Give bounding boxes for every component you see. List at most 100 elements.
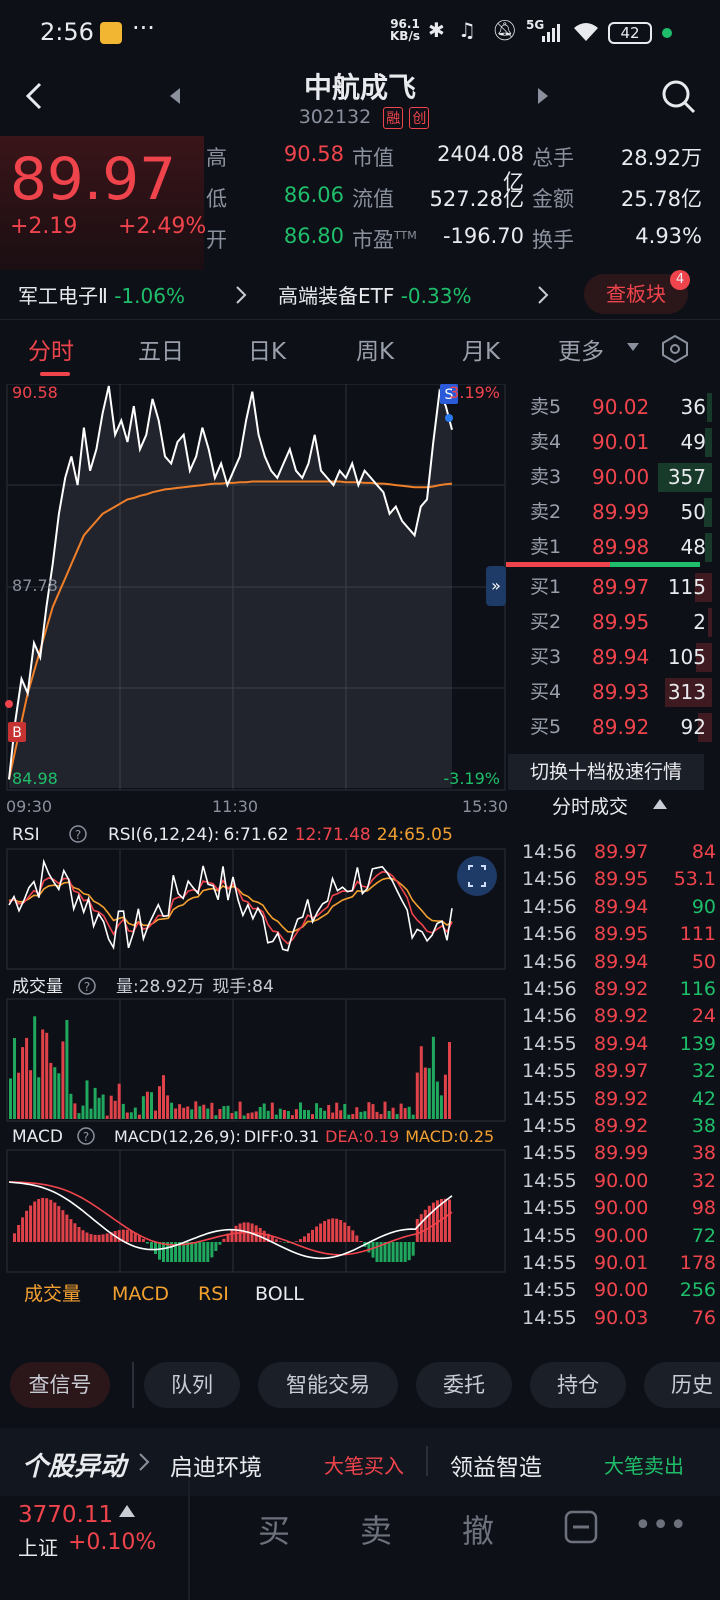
next-stock-icon[interactable] [536,86,550,106]
tab-2[interactable]: 日K [248,339,287,365]
chevron-right-icon[interactable] [138,1452,150,1472]
volume-bar [41,1029,45,1119]
macd-bar [93,1234,97,1242]
help-icon[interactable] [69,825,87,843]
chevron-right-icon[interactable] [234,284,248,306]
back-icon[interactable] [22,80,46,112]
expand-orderbook-button[interactable] [486,566,506,606]
ind-tab-boll[interactable]: BOLL [255,1283,304,1304]
action-positions[interactable]: 持仓 [530,1362,626,1408]
ask-row[interactable]: 卖1 89.98 48 [516,530,720,565]
volume-bar [266,1110,270,1119]
ind-tab-macd[interactable]: MACD [112,1283,169,1304]
volume-bar [129,1112,133,1119]
volume-bar [97,1097,101,1119]
dropdown-icon[interactable] [626,342,640,352]
bid-row[interactable]: 买3 89.94 105 [516,640,720,675]
action-smart-trade[interactable]: 智能交易 [258,1362,398,1408]
macd-bar [37,1199,41,1242]
cancel-button[interactable]: 撤 [462,1512,495,1550]
tick-row: 14:56 89.94 90 [522,895,716,918]
macd-bar [210,1242,214,1258]
pct-high-label: 3.19% [449,384,500,402]
bid-row[interactable]: 买4 89.93 313 [516,675,720,710]
macd-title: MACD [12,1127,63,1147]
volume-bar [238,1101,242,1119]
double-chevron-icon[interactable]: » [491,576,501,595]
stock-name: 中航成飞 [303,71,416,104]
volume-info: 量:28.92万 现手:84 [116,977,274,997]
settings-icon[interactable] [660,334,690,364]
macd-bar [395,1242,399,1262]
switch-level10-button[interactable]: 切换十档极速行情 [508,754,704,790]
sell-button[interactable]: 卖 [360,1512,393,1550]
help-icon[interactable] [77,1127,95,1145]
mute-icon: 🔕︎ [492,18,518,42]
macd-bar [13,1233,16,1242]
macd-bar [33,1201,37,1242]
macd-bar [206,1242,210,1262]
price-line [8,385,453,780]
ind-tab-rsi[interactable]: RSI [198,1283,229,1304]
bluetooth-icon: ✱ [428,18,445,42]
ind-tab-volume[interactable]: 成交量 [24,1283,81,1304]
more-icon[interactable]: ••• [634,1508,688,1543]
bid-row[interactable]: 买1 89.97 115 [516,570,720,605]
action-orders[interactable]: 委托 [416,1362,512,1408]
bid-row[interactable]: 买5 89.92 92 [516,710,720,745]
tab-4[interactable]: 月K [462,339,501,365]
chevron-right-icon[interactable] [536,284,550,306]
stat-value: 28.92万 [620,146,702,170]
stat-label: 市值 [352,146,394,170]
sector-1[interactable]: 军工电子Ⅱ -1.06% [18,284,185,308]
sector-2[interactable]: 高端装备ETF -0.33% [278,284,472,308]
macd-bar [339,1220,343,1242]
alert-item-2[interactable]: 领益智造 [450,1455,542,1481]
tab-3[interactable]: 周K [356,339,395,365]
current-price: 89.97 [10,145,177,213]
volume-bar [210,1102,214,1119]
tab-1[interactable]: 五日 [138,339,184,365]
stock-alert-bar[interactable]: 个股异动 启迪环境 大笔买入 领益智造 大笔卖出 [0,1428,720,1496]
macd-bar [154,1242,157,1254]
ask-row[interactable]: 卖4 90.01 49 [516,425,720,460]
volume-bar [383,1101,387,1119]
macd-bar [415,1219,419,1242]
tab-0[interactable]: 分时 [28,339,74,365]
stat-row: 高 90.58 市值 2404.08亿 总手 28.92万 [206,142,720,194]
ask-volume-bar [707,393,712,422]
volume-bar [343,1104,347,1119]
bid-row[interactable]: 买2 89.95 2 [516,605,720,640]
bid-volume-bar [698,713,712,742]
volume-bar [431,1036,435,1119]
stat-label: 流值 [352,187,394,211]
alert-item-1[interactable]: 启迪环境 [170,1455,262,1481]
volume-bar [299,1102,302,1119]
sort-up-icon[interactable] [652,798,668,810]
intraday-chart[interactable]: S B 90.58 87.78 84.98 3.19% -3.19% » 09:… [0,384,516,1304]
macd-bar [327,1219,331,1242]
macd-bar [158,1242,161,1260]
buy-button[interactable]: 买 [258,1512,291,1550]
minimize-icon[interactable] [564,1510,598,1544]
volume-bar [101,1094,105,1119]
ask-row[interactable]: 卖2 89.99 50 [516,495,720,530]
ask-row[interactable]: 卖3 90.00 357 [516,460,720,495]
volume-bar [303,1109,306,1119]
volume-bar [85,1080,89,1119]
ask-row[interactable]: 卖5 90.02 36 [516,390,720,425]
action-history[interactable]: 历史 [644,1362,720,1408]
volume-bar [202,1104,206,1119]
volume-bar [274,1114,278,1119]
fullscreen-button[interactable] [457,856,497,896]
search-icon[interactable] [660,78,698,116]
volume-bar [278,1108,282,1119]
ask-volume-bar [705,533,712,562]
volume-bar [93,1087,97,1119]
help-icon[interactable] [78,977,96,995]
action-queue[interactable]: 队列 [144,1362,240,1408]
macd-bar [383,1242,387,1262]
tab-5[interactable]: 更多 [558,339,604,365]
action-signal[interactable]: 查信号 [10,1362,110,1408]
prev-stock-icon[interactable] [168,86,182,106]
